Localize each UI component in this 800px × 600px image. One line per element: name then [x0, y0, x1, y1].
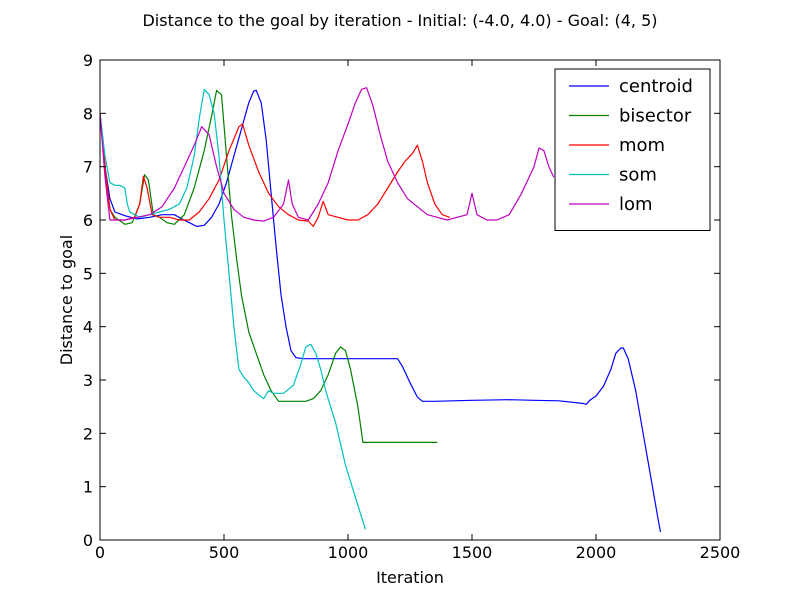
- x-tick-label: 1000: [328, 543, 369, 562]
- y-axis-title: Distance to goal: [57, 235, 76, 365]
- legend-label-bisector: bisector: [619, 106, 692, 127]
- y-tick-label: 1: [83, 478, 93, 497]
- y-tick-label: 5: [83, 264, 93, 283]
- series-layer: [100, 87, 662, 533]
- axis-ticks: 0 500 1000 1500 2000 2500 0 1 2 3 4 5 6 7 8 9: [83, 51, 741, 562]
- x-tick-label: 500: [209, 543, 240, 562]
- legend-label-mom: mom: [619, 135, 665, 156]
- x-tick-label: 1500: [452, 543, 493, 562]
- x-axis-title: Iteration: [376, 568, 444, 587]
- x-tick-label: 2000: [576, 543, 617, 562]
- y-tick-label: 0: [83, 531, 93, 550]
- y-tick-label: 9: [83, 51, 93, 70]
- y-tick-label: 4: [83, 318, 93, 337]
- legend: centroid bisector mom som lom: [554, 68, 711, 231]
- x-tick-label: 2500: [700, 543, 741, 562]
- chart-title: Distance to the goal by iteration - Init…: [142, 11, 657, 30]
- x-tick-label: 0: [95, 543, 105, 562]
- legend-label-lom: lom: [619, 194, 653, 215]
- plot-frame: [99, 59, 721, 541]
- legend-label-som: som: [619, 165, 657, 186]
- series-line-bisector: [100, 89, 438, 443]
- legend-label-centroid: centroid: [619, 76, 693, 97]
- y-tick-label: 2: [83, 424, 93, 443]
- y-tick-label: 7: [83, 158, 93, 177]
- y-tick-label: 3: [83, 371, 93, 390]
- y-tick-label: 8: [83, 104, 93, 123]
- series-line-som: [100, 88, 366, 530]
- series-line-lom: [100, 87, 555, 222]
- series-line-mom: [100, 113, 450, 227]
- y-tick-label: 6: [83, 211, 93, 230]
